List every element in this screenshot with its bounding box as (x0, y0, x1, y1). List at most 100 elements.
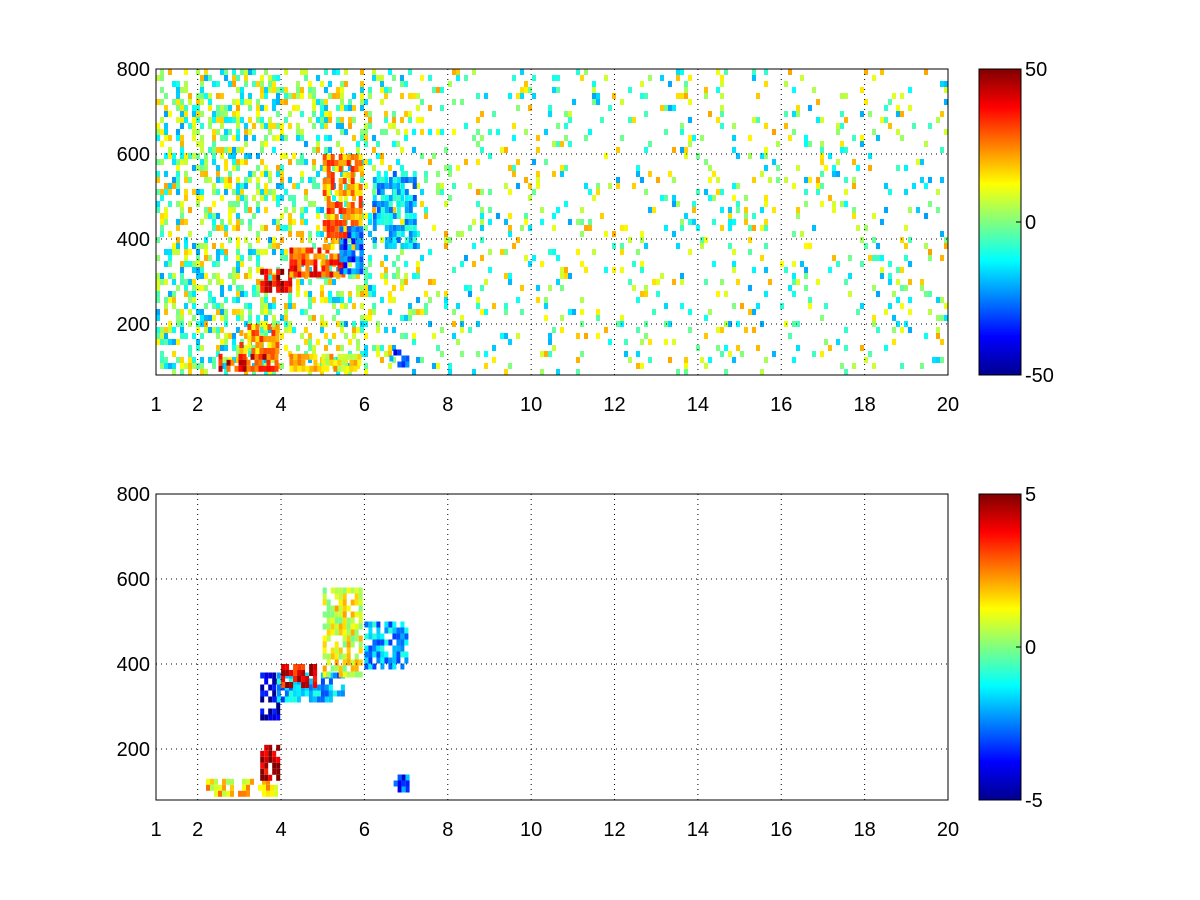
heatmap-cell (436, 183, 440, 189)
heatmap-cell (604, 75, 608, 81)
heatmap-cell (264, 672, 269, 679)
heatmap-cell (228, 171, 232, 177)
heatmap-cell (828, 153, 832, 159)
heatmap-cell (576, 219, 580, 225)
heatmap-cell (556, 141, 560, 147)
heatmap-cell (232, 339, 236, 345)
heatmap-cell (296, 135, 300, 141)
heatmap-cell (204, 213, 208, 219)
heatmap-cell (364, 651, 369, 658)
heatmap-cell (380, 657, 385, 664)
heatmap-cell (384, 237, 389, 243)
heatmap-cell (272, 280, 277, 287)
heatmap-cell (412, 219, 417, 225)
heatmap-cell (212, 225, 216, 231)
heatmap-cell (408, 225, 413, 231)
heatmap-cell (228, 81, 232, 87)
heatmap-cell (376, 327, 380, 333)
heatmap-cell (920, 177, 924, 183)
heatmap-cell (808, 297, 812, 303)
heatmap-cell (176, 339, 180, 345)
heatmap-cell (228, 237, 232, 243)
heatmap-cell (392, 285, 396, 291)
heatmap-cell (351, 238, 356, 245)
heatmap-cell (240, 117, 244, 123)
heatmap-cell (420, 75, 424, 81)
heatmap-cell (192, 285, 196, 291)
heatmap-cell (352, 333, 356, 339)
heatmap-cell (348, 369, 352, 375)
heatmap-cell (896, 111, 900, 117)
heatmap-cell (776, 141, 780, 147)
heatmap-cell (322, 671, 327, 678)
heatmap-cell (256, 117, 260, 123)
heatmap-cell (396, 255, 400, 261)
heatmap-cell (444, 291, 448, 297)
heatmap-cell (305, 265, 310, 272)
heatmap-cell (292, 207, 296, 213)
heatmap-cell (326, 208, 331, 214)
heatmap-cell (258, 359, 263, 366)
heatmap-cell (944, 243, 948, 249)
heatmap-cell (289, 259, 294, 266)
heatmap-cell (828, 267, 832, 273)
heatmap-cell (888, 189, 892, 195)
heatmap-cell (516, 159, 520, 165)
heatmap-cell (255, 324, 260, 330)
heatmap-cell (832, 171, 836, 177)
heatmap-cell (348, 297, 352, 303)
heatmap-cell (396, 273, 400, 279)
heatmap-cell (564, 111, 568, 117)
heatmap-cell (264, 750, 269, 757)
heatmap-cell (328, 93, 332, 99)
heatmap-cell (612, 267, 616, 273)
heatmap-cell (444, 147, 448, 153)
heatmap-cell (332, 279, 336, 285)
heatmap-cell (884, 309, 888, 315)
heatmap-cell (264, 297, 268, 303)
heatmap-cell (168, 135, 172, 141)
heatmap-cell (180, 111, 184, 117)
heatmap-cell (276, 768, 281, 775)
heatmap-cell (156, 339, 160, 345)
heatmap-cell (316, 225, 320, 231)
heatmap-cell (176, 117, 180, 123)
heatmap-cell (285, 670, 290, 676)
heatmap-cell (388, 657, 393, 664)
heatmap-cell (384, 171, 388, 177)
heatmap-cell (355, 232, 360, 239)
heatmap-cell (704, 93, 708, 99)
heatmap-cell (796, 213, 800, 219)
heatmap-cell (416, 117, 420, 123)
heatmap-cell (796, 207, 800, 213)
heatmap-cell (297, 670, 302, 676)
heatmap-cell (321, 265, 326, 272)
heatmap-cell (180, 267, 184, 273)
heatmap-cell (708, 309, 712, 315)
heatmap-cell (264, 225, 268, 231)
heatmap-cell (260, 309, 264, 315)
heatmap-cell (230, 359, 235, 366)
heatmap-cell (400, 117, 404, 123)
heatmap-cell (232, 207, 236, 213)
heatmap-cell (236, 99, 240, 105)
heatmap-cell (160, 351, 164, 357)
heatmap-cell (308, 345, 312, 351)
heatmap-cell (268, 672, 273, 679)
heatmap-cell (624, 225, 628, 231)
heatmap-cell (330, 220, 335, 226)
heatmap-cell (480, 111, 484, 117)
heatmap-cell (324, 213, 328, 219)
heatmap-cell (330, 587, 335, 594)
heatmap-cell (340, 171, 344, 177)
heatmap-cell (276, 123, 280, 129)
heatmap-cell (732, 135, 736, 141)
heatmap-cell (296, 291, 300, 297)
heatmap-cell (256, 207, 260, 213)
heatmap-cell (341, 365, 346, 372)
heatmap-cell (192, 123, 196, 129)
heatmap-cell (301, 365, 306, 372)
heatmap-cell (160, 99, 164, 105)
heatmap-cell (320, 99, 324, 105)
